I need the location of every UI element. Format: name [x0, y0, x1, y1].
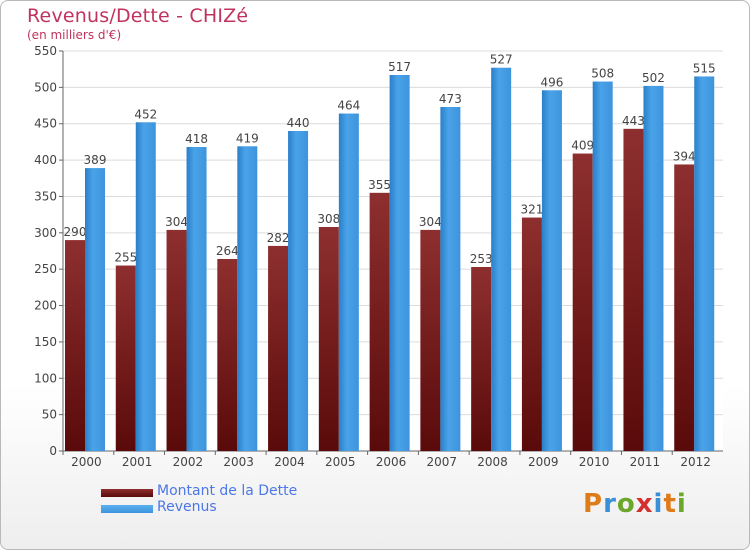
bar-dette	[65, 240, 85, 451]
x-tick-label: 2011	[630, 455, 661, 469]
logo-letter: x	[635, 489, 654, 519]
bar-dette	[674, 164, 695, 452]
proxiti-logo: Proxiti	[583, 489, 687, 519]
logo-letter: t	[663, 489, 677, 519]
data-label-dette: 308	[317, 212, 340, 226]
data-label-revenus: 473	[439, 92, 462, 106]
logo-letter: r	[603, 489, 617, 519]
data-label-dette: 255	[114, 251, 137, 265]
y-tick-label: 200	[34, 299, 57, 313]
data-label-dette: 264	[216, 244, 239, 258]
logo-letter: P	[583, 489, 604, 519]
bar-revenus	[186, 147, 207, 451]
bar-revenus	[389, 75, 410, 451]
y-tick-label: 150	[34, 335, 57, 349]
x-tick-label: 2010	[579, 455, 610, 469]
data-label-revenus: 418	[185, 132, 208, 146]
bar-dette	[471, 267, 492, 451]
x-tick-label: 2012	[680, 455, 711, 469]
logo-letter: o	[616, 489, 636, 519]
data-label-dette: 304	[165, 215, 188, 229]
x-tick-label: 2000	[71, 455, 102, 469]
data-label-dette: 253	[470, 252, 493, 266]
bar-dette	[521, 217, 542, 451]
y-tick-label: 500	[34, 80, 57, 94]
bar-revenus	[643, 85, 664, 451]
bar-dette	[369, 192, 390, 451]
y-tick-label: 550	[34, 44, 57, 58]
data-label-dette: 409	[571, 139, 594, 153]
bar-revenus	[135, 122, 156, 451]
data-label-revenus: 419	[236, 131, 259, 145]
bar-revenus	[541, 90, 562, 451]
data-label-revenus: 389	[84, 153, 107, 167]
x-tick-label: 2009	[528, 455, 559, 469]
data-label-revenus: 508	[591, 67, 614, 81]
bar-dette	[268, 245, 289, 451]
x-tick-label: 2007	[426, 455, 457, 469]
data-label-revenus: 452	[134, 107, 157, 121]
data-label-revenus: 464	[337, 99, 360, 113]
y-tick-label: 350	[34, 189, 57, 203]
chart-subtitle: (en milliers d'€)	[27, 28, 122, 42]
y-tick-label: 50	[42, 408, 57, 422]
bar-dette	[420, 229, 441, 451]
data-label-revenus: 496	[540, 75, 563, 89]
bar-dette	[166, 229, 187, 451]
logo-letter: i	[653, 489, 664, 519]
data-label-dette: 394	[673, 149, 696, 163]
x-tick-label: 2005	[325, 455, 356, 469]
data-label-revenus: 502	[642, 71, 665, 85]
x-tick-label: 2008	[477, 455, 508, 469]
y-tick-label: 250	[34, 262, 57, 276]
y-tick-label: 400	[34, 153, 57, 167]
legend-swatch-revenus	[101, 505, 153, 513]
bar-revenus	[288, 131, 309, 451]
data-label-dette: 282	[267, 231, 290, 245]
data-label-revenus: 517	[388, 60, 411, 74]
data-label-dette: 355	[368, 178, 391, 192]
bar-revenus	[85, 168, 105, 451]
bar-dette	[572, 153, 593, 451]
y-tick-label: 450	[34, 117, 57, 131]
bar-dette	[115, 265, 136, 451]
data-label-revenus: 440	[287, 116, 310, 130]
bar-revenus	[592, 81, 613, 451]
x-tick-label: 2002	[173, 455, 204, 469]
bar-revenus	[491, 67, 512, 452]
y-tick-label: 300	[34, 226, 57, 240]
data-label-dette: 304	[419, 215, 442, 229]
x-tick-label: 2006	[376, 455, 407, 469]
bar-revenus	[237, 146, 258, 452]
bar-dette	[623, 128, 644, 451]
logo-letter: i	[676, 489, 687, 519]
x-tick-label: 2003	[223, 455, 254, 469]
bar-dette	[217, 259, 238, 451]
bar-revenus	[694, 76, 715, 452]
bar-dette	[318, 227, 339, 451]
data-label-dette: 290	[64, 225, 87, 239]
data-label-revenus: 515	[693, 61, 716, 75]
y-tick-label: 100	[34, 371, 57, 385]
bar-revenus	[338, 113, 359, 451]
chart-title: Revenus/Dette - CHIZé	[27, 5, 249, 27]
data-label-dette: 443	[622, 114, 645, 128]
x-tick-label: 2001	[122, 455, 153, 469]
legend-label-dette: Montant de la Dette	[157, 483, 298, 499]
legend-label-revenus: Revenus	[157, 499, 217, 515]
bar-revenus	[440, 107, 461, 451]
data-label-dette: 321	[520, 203, 543, 217]
y-tick-label: 0	[49, 444, 57, 458]
x-tick-label: 2004	[274, 455, 305, 469]
data-label-revenus: 527	[490, 53, 513, 67]
legend-swatch-dette	[101, 489, 153, 497]
